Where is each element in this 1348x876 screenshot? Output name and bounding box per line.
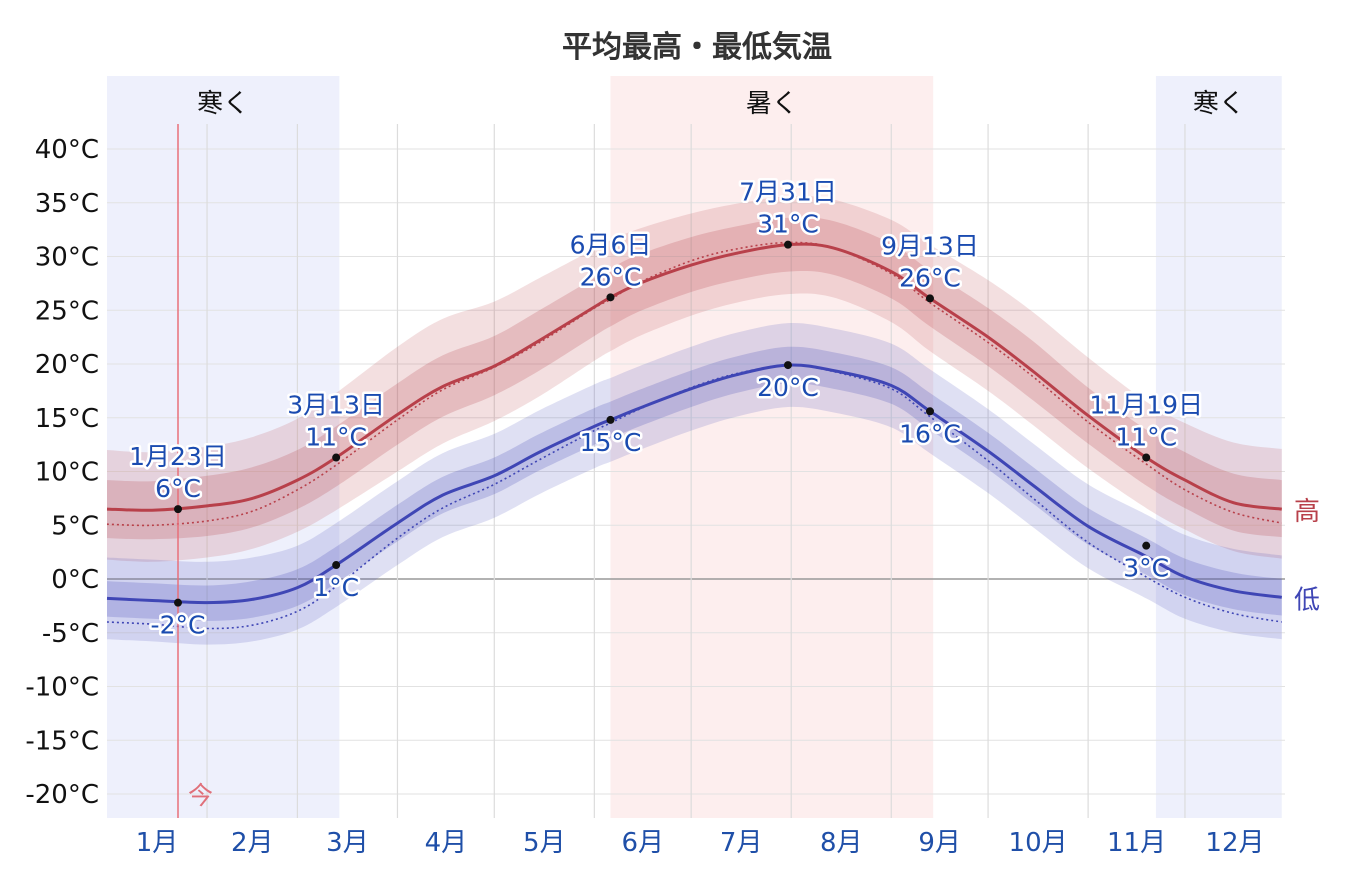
month-label: 9月 — [918, 828, 961, 858]
high-temp-label: 26°C — [580, 262, 642, 291]
season-label-hot-1: 暑く — [746, 89, 798, 119]
ytick-label: -10°C — [25, 673, 99, 703]
low-range-25-75 — [107, 346, 1282, 621]
high-temp-label: 11°C — [1115, 423, 1177, 452]
ytick-label: 35°C — [35, 189, 99, 219]
ytick-label: -5°C — [42, 619, 99, 649]
temperature-lines: 今 — [106, 124, 1283, 818]
low-series-label: 低 — [1294, 585, 1320, 615]
high-temp-label: 11°C — [305, 423, 367, 452]
ytick-label: 25°C — [35, 296, 99, 326]
high-date-label: 11月19日 — [1089, 391, 1203, 420]
month-label: 6月 — [621, 828, 664, 858]
low-temp-label: 3°C — [1123, 554, 1169, 583]
high-temp-label: 26°C — [899, 263, 961, 292]
ytick-label: 20°C — [35, 350, 99, 380]
high-date-label: 6月6日 — [570, 230, 652, 259]
month-label: 12月 — [1205, 828, 1264, 858]
low-temp-label: 15°C — [580, 428, 642, 457]
ytick-label: 30°C — [35, 243, 99, 273]
y-axis: 40°C 35°C 30°C 25°C 20°C 15°C 10°C 5°C 0°C -5°C -1… — [25, 135, 99, 810]
today-label: 今 — [188, 781, 213, 810]
low-temp-label: 1°C — [313, 573, 359, 602]
low-temp-label: -2°C — [151, 611, 206, 640]
high-date-label: 1月23日 — [129, 442, 227, 471]
high-mean-line — [106, 242, 1282, 512]
month-label: 2月 — [231, 828, 274, 858]
high-point — [925, 294, 934, 303]
season-band-hot-1 — [610, 76, 934, 818]
high-date-label: 3月13日 — [287, 391, 385, 420]
season-band-cold-0 — [107, 76, 340, 818]
ytick-label: 40°C — [35, 135, 99, 165]
high-date-label: 9月13日 — [881, 231, 979, 260]
month-label: 7月 — [720, 828, 763, 858]
month-label: 5月 — [523, 828, 566, 858]
x-axis: 1月 2月 3月 4月 5月 6月 7月 8月 9月 10月 11月 12月 — [136, 828, 1265, 858]
high-range-25-75 — [107, 217, 1282, 540]
low-mean-line — [106, 363, 1283, 605]
low-point — [332, 561, 341, 570]
low-temp-label: 20°C — [757, 373, 819, 402]
ytick-label: -15°C — [25, 726, 99, 756]
high-point — [783, 240, 792, 249]
month-label: 8月 — [820, 828, 863, 858]
high-point — [332, 453, 341, 462]
ytick-label: 5°C — [51, 511, 99, 541]
high-series-label: 高 — [1294, 497, 1320, 527]
series-labels: 高低 — [1294, 497, 1320, 615]
ytick-label: 10°C — [35, 458, 99, 488]
high-point — [606, 293, 615, 302]
season-label-cold-0: 寒く — [197, 89, 249, 119]
season-band-cold-2 — [1155, 76, 1282, 818]
low-point — [1142, 541, 1151, 550]
annotations: 1月23日 6°C 3月13日 11°C 6月6日 26°C 7月31日 31°C 9月13日 2… — [127, 175, 1206, 642]
high-point — [1142, 453, 1151, 462]
month-label: 4月 — [425, 828, 468, 858]
low-point — [783, 361, 792, 370]
season-label-cold-2: 寒く — [1193, 89, 1245, 119]
high-temp-label: 6°C — [155, 474, 201, 503]
month-label: 11月 — [1107, 828, 1166, 858]
low-point — [606, 415, 615, 424]
month-label: 3月 — [326, 828, 369, 858]
month-label: 10月 — [1009, 828, 1068, 858]
low-temp-label: 16°C — [899, 419, 961, 448]
low-point — [174, 598, 183, 607]
ytick-label: -20°C — [25, 780, 99, 810]
grid — [107, 124, 1285, 818]
ytick-label: 0°C — [51, 565, 99, 595]
chart-title: 平均最高・最低気温 — [562, 30, 832, 65]
high-date-label: 7月31日 — [739, 178, 837, 207]
high-temp-label: 31°C — [757, 210, 819, 239]
season-bands: 寒く 暑く 寒く — [107, 76, 1282, 818]
month-label: 1月 — [136, 828, 179, 858]
high-point — [174, 505, 183, 514]
low-point — [925, 407, 934, 416]
ytick-label: 15°C — [35, 404, 99, 434]
high-range-10-90 — [107, 195, 1282, 562]
